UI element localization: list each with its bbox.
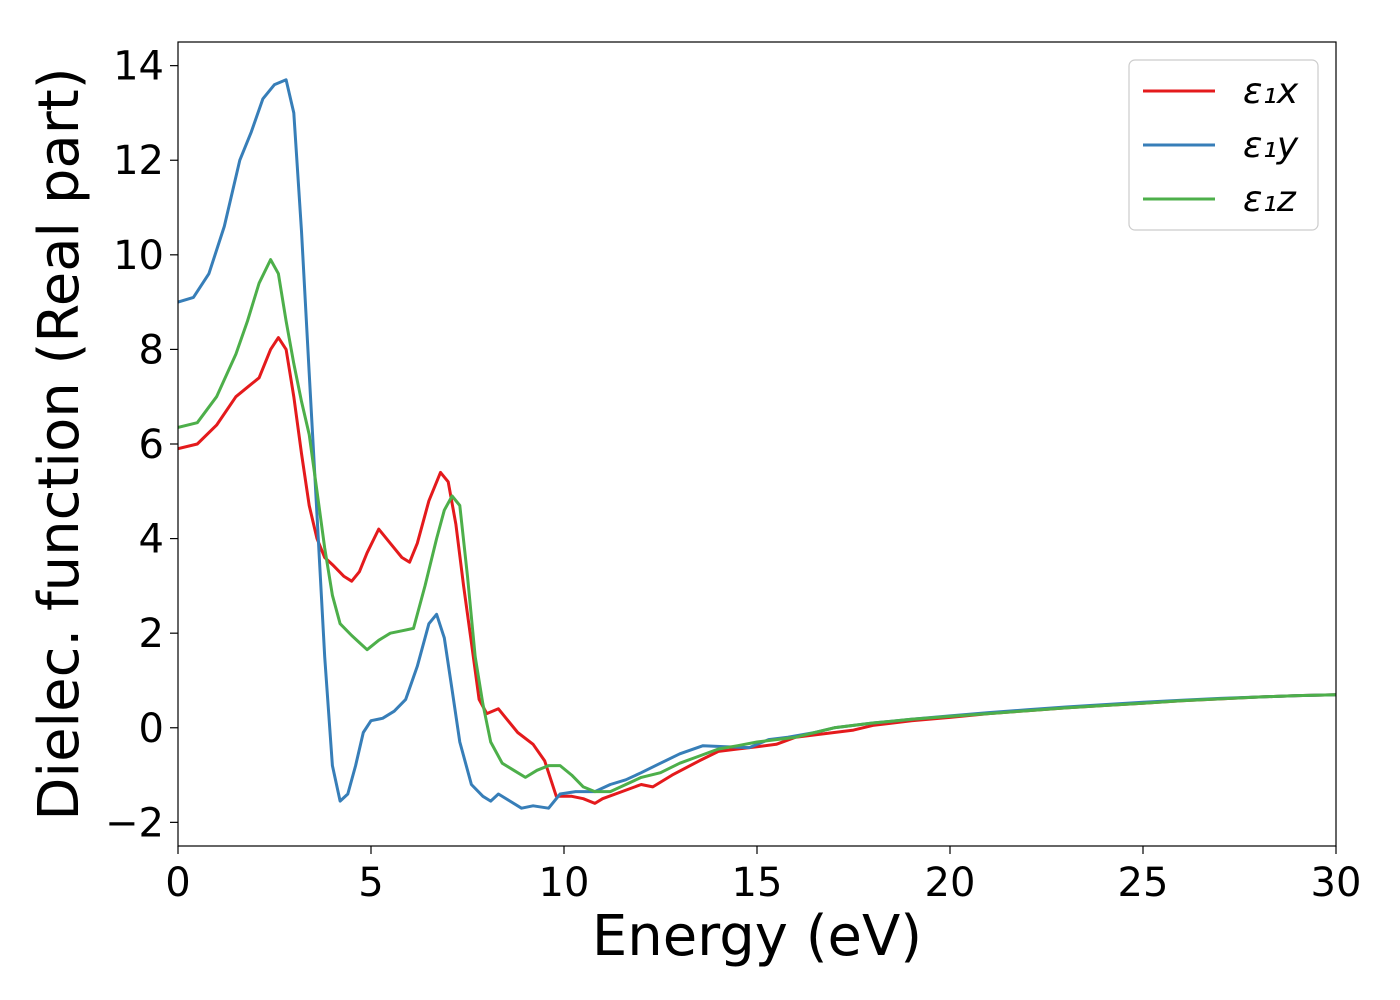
legend-label-1: ε₁x <box>1243 71 1299 112</box>
x-tick-label: 0 <box>165 860 190 906</box>
x-tick-label: 10 <box>539 860 590 906</box>
legend: ε₁x ε₁y ε₁z <box>1128 59 1319 231</box>
x-tick-label: 20 <box>925 860 976 906</box>
x-axis-label: Energy (eV) <box>592 904 922 969</box>
y-tick-label: 14 <box>113 44 164 90</box>
y-tick-label: 6 <box>139 422 164 468</box>
y-tick-label: 10 <box>113 233 164 279</box>
y-tick-label: 2 <box>139 611 164 657</box>
y-tick-label: −2 <box>105 800 164 846</box>
y-axis-label: Dielec. function (Real part) <box>27 67 92 820</box>
series-line-1 <box>178 336 1336 805</box>
x-tick-label: 30 <box>1311 860 1362 906</box>
y-tick-label: 8 <box>139 327 164 373</box>
x-tick-label: 25 <box>1118 860 1169 906</box>
y-tick-label: 4 <box>139 517 164 563</box>
x-tick-label: 15 <box>732 860 783 906</box>
series-line-3 <box>178 258 1336 794</box>
legend-box <box>1128 59 1319 231</box>
legend-label-3: ε₁z <box>1243 179 1297 220</box>
y-tick-label: 12 <box>113 138 164 184</box>
y-tick-label: 0 <box>139 706 164 752</box>
series-lines <box>178 78 1336 810</box>
legend-label-2: ε₁y <box>1243 125 1299 166</box>
x-tick-label: 5 <box>358 860 383 906</box>
